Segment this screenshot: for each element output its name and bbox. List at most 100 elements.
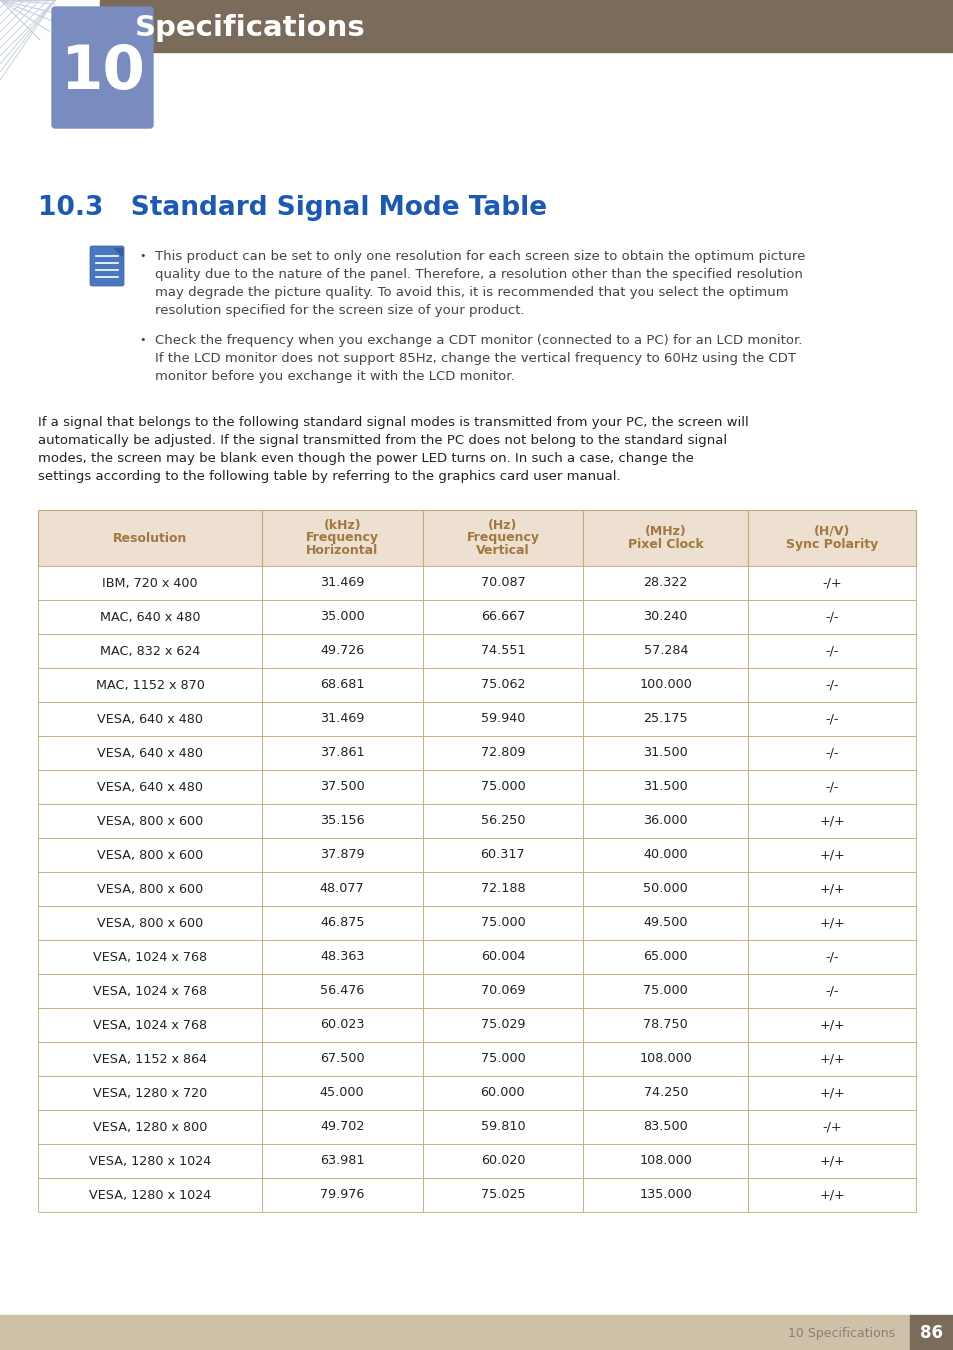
Bar (582, 769, 747, 805)
Text: 79.976: 79.976 (319, 1188, 364, 1202)
Bar (38, 1076, 262, 1110)
Text: -/-: -/- (824, 984, 838, 998)
Bar (38, 1143, 262, 1179)
Bar (262, 805, 422, 838)
Bar (582, 1008, 747, 1042)
Text: +/+: +/+ (819, 1087, 844, 1099)
Bar (100, 0, 953, 53)
Text: 31.500: 31.500 (642, 780, 687, 794)
Text: -/-: -/- (824, 713, 838, 725)
Text: 49.726: 49.726 (320, 644, 364, 657)
Text: 28.322: 28.322 (643, 576, 687, 590)
Text: Resolution: Resolution (112, 532, 187, 544)
Text: Specifications: Specifications (135, 14, 365, 42)
FancyBboxPatch shape (52, 7, 152, 128)
Text: -/-: -/- (824, 747, 838, 760)
Text: 108.000: 108.000 (639, 1154, 692, 1168)
Text: 46.875: 46.875 (319, 917, 364, 930)
Text: 70.087: 70.087 (480, 576, 525, 590)
Text: VESA, 800 x 600: VESA, 800 x 600 (96, 917, 203, 930)
Bar (747, 805, 915, 838)
Text: monitor before you exchange it with the LCD monitor.: monitor before you exchange it with the … (154, 370, 514, 383)
Text: VESA, 1152 x 864: VESA, 1152 x 864 (92, 1053, 207, 1065)
Text: -/-: -/- (824, 950, 838, 964)
Bar (422, 1042, 582, 1076)
Bar (38, 769, 262, 805)
Bar (747, 940, 915, 973)
Bar (38, 702, 262, 736)
Bar (422, 599, 582, 634)
Bar (38, 872, 262, 906)
Bar (747, 1179, 915, 1212)
Text: 108.000: 108.000 (639, 1053, 692, 1065)
Text: •: • (139, 335, 146, 346)
Text: 135.000: 135.000 (639, 1188, 692, 1202)
Text: 36.000: 36.000 (642, 814, 687, 828)
Bar (422, 510, 582, 566)
Text: VESA, 1280 x 1024: VESA, 1280 x 1024 (89, 1188, 211, 1202)
Bar (422, 1110, 582, 1143)
Bar (262, 1008, 422, 1042)
Text: 57.284: 57.284 (643, 644, 687, 657)
Text: 59.940: 59.940 (480, 713, 524, 725)
Text: modes, the screen may be blank even though the power LED turns on. In such a cas: modes, the screen may be blank even thou… (38, 452, 693, 464)
Text: 10 Specifications: 10 Specifications (787, 1327, 894, 1341)
Bar (422, 566, 582, 599)
Bar (582, 906, 747, 940)
Text: 35.000: 35.000 (319, 610, 364, 624)
Text: If a signal that belongs to the following standard signal modes is transmitted f: If a signal that belongs to the followin… (38, 416, 748, 429)
Bar (582, 1076, 747, 1110)
Text: -/+: -/+ (821, 576, 841, 590)
Text: 65.000: 65.000 (642, 950, 687, 964)
Text: +/+: +/+ (819, 1053, 844, 1065)
Bar (38, 805, 262, 838)
Text: 75.025: 75.025 (480, 1188, 525, 1202)
Text: +/+: +/+ (819, 917, 844, 930)
FancyBboxPatch shape (90, 246, 124, 286)
Text: (kHz): (kHz) (323, 518, 360, 532)
Text: 37.879: 37.879 (319, 849, 364, 861)
Text: 49.500: 49.500 (643, 917, 687, 930)
Bar (422, 702, 582, 736)
Bar (38, 510, 262, 566)
Bar (747, 668, 915, 702)
Text: 83.500: 83.500 (642, 1120, 687, 1134)
Bar (422, 973, 582, 1008)
Bar (422, 668, 582, 702)
Bar (422, 634, 582, 668)
Bar (747, 973, 915, 1008)
Bar (262, 599, 422, 634)
Text: This product can be set to only one resolution for each screen size to obtain th: This product can be set to only one reso… (154, 250, 804, 263)
Bar (582, 1042, 747, 1076)
Text: •: • (139, 251, 146, 261)
Bar (262, 510, 422, 566)
Bar (582, 838, 747, 872)
Text: VESA, 800 x 600: VESA, 800 x 600 (96, 814, 203, 828)
Bar (262, 940, 422, 973)
Bar (262, 702, 422, 736)
Text: 75.000: 75.000 (480, 780, 525, 794)
Text: 60.020: 60.020 (480, 1154, 524, 1168)
Bar (38, 668, 262, 702)
Bar (262, 973, 422, 1008)
Text: IBM, 720 x 400: IBM, 720 x 400 (102, 576, 197, 590)
Text: -/-: -/- (824, 780, 838, 794)
Bar (582, 1143, 747, 1179)
Bar (38, 838, 262, 872)
Bar (38, 599, 262, 634)
Bar (262, 736, 422, 769)
Bar (38, 940, 262, 973)
Text: Vertical: Vertical (476, 544, 529, 558)
Bar (0, 1315, 909, 1350)
Bar (582, 1110, 747, 1143)
Bar (747, 1143, 915, 1179)
Text: +/+: +/+ (819, 883, 844, 895)
Bar (262, 634, 422, 668)
Bar (262, 1076, 422, 1110)
Bar (582, 872, 747, 906)
Bar (747, 702, 915, 736)
Text: Horizontal: Horizontal (306, 544, 378, 558)
Bar (422, 872, 582, 906)
Text: +/+: +/+ (819, 814, 844, 828)
Text: 45.000: 45.000 (319, 1087, 364, 1099)
